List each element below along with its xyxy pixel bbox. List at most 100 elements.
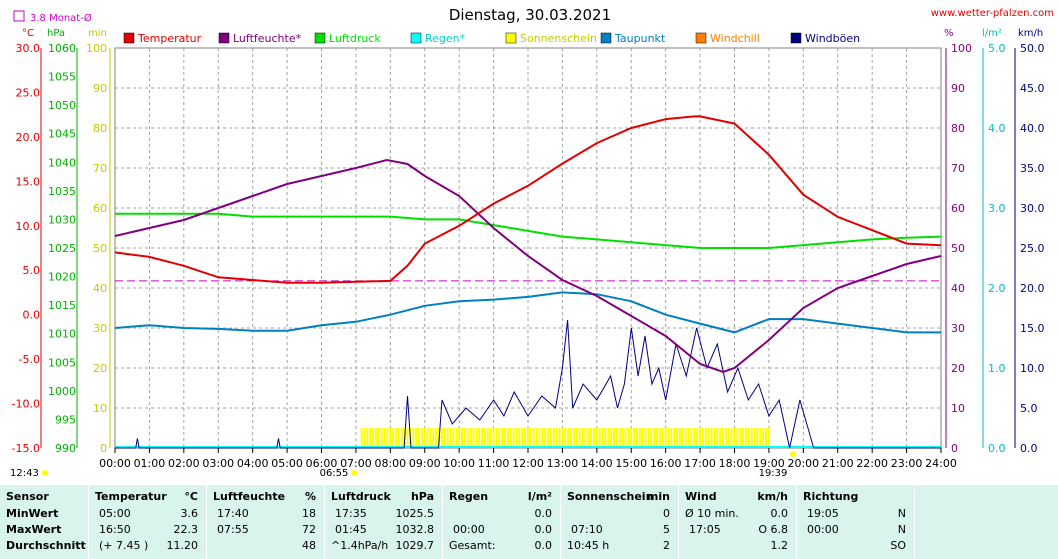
direction-avg-value: SO: [890, 539, 906, 552]
sunshine-bar: [383, 428, 386, 448]
sunshine-bar: [475, 428, 478, 448]
sunshine-tick-label: 10: [93, 402, 107, 415]
sunshine-bar: [759, 428, 762, 448]
legend-label: Luftfeuchte*: [233, 32, 302, 45]
sunshine-bar: [521, 428, 524, 448]
sunshine-bar: [426, 428, 429, 448]
sunshine-bar: [630, 428, 633, 448]
temperature-unit: °C: [184, 490, 198, 503]
sunshine-bar: [613, 428, 616, 448]
pressure-tick-label: 1060: [48, 42, 76, 55]
sunshine-bar: [386, 428, 389, 448]
x-tick-label: 12:00: [512, 457, 544, 470]
rain-unit: l/m²: [527, 490, 552, 503]
sunshine-bar: [564, 428, 567, 448]
chart-axes: 00:00 01:00 02:00 03:00 04:00 05:00 06:00 07:00…: [12, 42, 1045, 470]
sunshine-bar: [650, 428, 653, 448]
wind-min-value: 0.0: [770, 507, 789, 520]
unit-percent: %: [944, 28, 954, 39]
wind-tick-label: 50.0: [1020, 42, 1045, 55]
pressure-tick-label: 1005: [48, 356, 76, 369]
sunshine-bar: [486, 428, 489, 448]
sunshine-bar: [406, 428, 409, 448]
humidity-unit: %: [304, 490, 316, 503]
temperature-tick-label: -15.0: [12, 442, 40, 455]
wind-max-value: O 6.8: [758, 523, 788, 536]
sunshine-bar: [478, 428, 481, 448]
sunshine-bar: [575, 428, 578, 448]
sunshine-bar: [432, 428, 435, 448]
sunshine-bar: [567, 428, 570, 448]
x-tick-label: 17:00: [684, 457, 716, 470]
x-tick-label: 24:00: [925, 457, 957, 470]
sunshine-bar: [624, 428, 627, 448]
sunshine-bar: [638, 428, 641, 448]
sun-icon-sunset: [790, 451, 796, 457]
humidity-tick-label: 20: [951, 362, 965, 375]
wind-tick-label: 0.0: [1020, 442, 1038, 455]
pressure-unit: hPa: [410, 490, 434, 503]
sunshine-bar: [429, 428, 432, 448]
sunshine-bar: [544, 428, 547, 448]
x-tick-label: 21:00: [822, 457, 854, 470]
sunshine-bar: [584, 428, 587, 448]
sunshine-bar: [753, 428, 756, 448]
website-link[interactable]: www.wetter-pfalzen.com: [931, 8, 1054, 19]
sunshine-bar: [420, 428, 423, 448]
summary-col-sensor: Sensor MinWert MaxWert Durchschnitt: [0, 485, 88, 559]
chart-legend: Temperatur Luftfeuchte* Luftdruck Regen* Son…: [123, 32, 860, 45]
sunshine-bar: [380, 428, 383, 448]
legend-swatch: [505, 32, 517, 44]
sunshine-bar: [641, 428, 644, 448]
pressure-tick-label: 1025: [48, 242, 76, 255]
x-tick-label: 20:00: [787, 457, 819, 470]
sunshine-bar: [661, 428, 664, 448]
temperature-tick-label: 20.0: [16, 131, 41, 144]
sunshine-bar: [549, 428, 552, 448]
temperature-tick-label: 15.0: [16, 175, 41, 188]
temperature-tick-label: 0.0: [23, 309, 41, 322]
wind-tick-label: 20.0: [1020, 282, 1045, 295]
humidity-min-value: 18: [302, 507, 316, 520]
sunshine-bar: [578, 428, 581, 448]
legend-label: Windböen: [805, 32, 860, 45]
sunshine-bar: [463, 428, 466, 448]
sunshine-bar: [635, 428, 638, 448]
sunshine-bar: [360, 428, 363, 448]
sunshine-bar: [736, 428, 739, 448]
sunshine-bar: [707, 428, 710, 448]
series-line-luftdruck: [115, 212, 942, 249]
pressure-avg-value: 1029.7: [395, 539, 435, 552]
sunshine-bar: [558, 428, 561, 448]
sunshine-bar: [389, 428, 392, 448]
wind-tick-label: 30.0: [1020, 202, 1045, 215]
pressure-tick-label: 1020: [48, 271, 76, 284]
sunshine-bar: [369, 428, 372, 448]
x-tick-label: 15:00: [615, 457, 647, 470]
sunshine-bar: [498, 428, 501, 448]
rain-tick-label: 1.0: [988, 362, 1006, 375]
temperature-avg-note: (+ 7.45 ): [99, 539, 149, 552]
chart-plot-area: [114, 115, 942, 449]
sunshine-bar: [455, 428, 458, 448]
legend-label: Sonnenschein: [520, 32, 597, 45]
sunshine-bar: [647, 428, 650, 448]
temperature-tick-label: 30.0: [16, 42, 41, 55]
sunshine-bar: [716, 428, 719, 448]
sunshine-tick-label: 50: [93, 242, 107, 255]
sunshine-bar: [469, 428, 472, 448]
avg-row-label: Durchschnitt: [6, 539, 86, 552]
sunshine-bar: [673, 428, 676, 448]
sunshine-bar: [400, 428, 403, 448]
sunshine-bar: [397, 428, 400, 448]
sunshine-bar: [739, 428, 742, 448]
sunshine-tick-label: 30: [93, 322, 107, 335]
pressure-min-value: 1025.5: [395, 507, 435, 520]
sunshine-unit: min: [646, 490, 670, 503]
unit-min: min: [88, 28, 107, 39]
pressure-tick-label: 1055: [48, 71, 76, 84]
summary-separator: [88, 485, 89, 559]
sunshine-bar: [435, 428, 438, 448]
sunshine-bar: [762, 428, 765, 448]
sunshine-bar: [621, 428, 624, 448]
